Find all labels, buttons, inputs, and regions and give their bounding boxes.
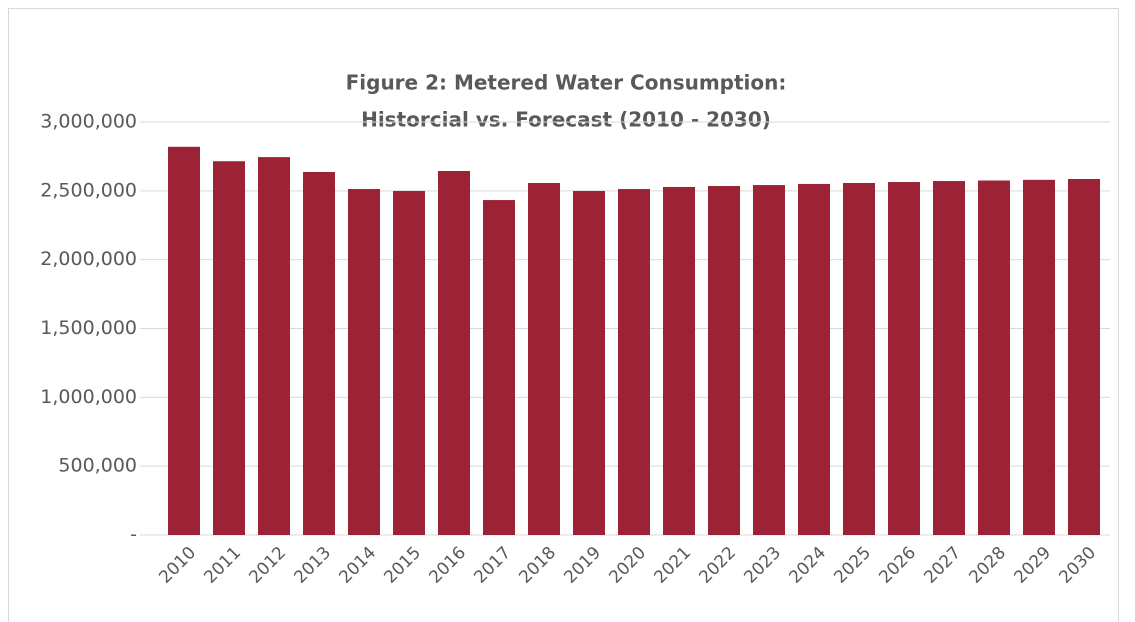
y-tick-label: 3,000,000 [40,111,137,133]
x-tick-label: 2023 [740,543,785,588]
bar [573,190,605,535]
bar [708,186,740,535]
bar [303,171,335,535]
bar [978,180,1010,535]
x-tick-label: 2024 [785,543,830,588]
bar [348,189,380,535]
bar [1068,178,1100,535]
x-tick-label: 2016 [425,543,470,588]
x-tick-label: 2013 [290,543,335,588]
x-tick-label: 2030 [1055,543,1100,588]
bar [213,161,245,536]
chart-title: Historcial vs. Forecast (2010 - 2030) [361,108,771,132]
x-tick-label: 2029 [1010,543,1055,588]
bar [798,183,830,535]
bar [663,186,695,535]
x-tick-label: 2019 [560,543,605,588]
y-tick-label: 1,500,000 [40,317,137,339]
x-tick-label: 2018 [515,543,560,588]
y-tick-label: 2,000,000 [40,248,137,270]
x-tick-label: 2027 [920,543,965,588]
chart-frame [8,8,1119,622]
bar [888,182,920,536]
bar [1023,179,1055,535]
x-tick-label: 2014 [335,543,380,588]
bar [483,200,515,535]
x-tick-label: 2017 [470,543,515,588]
y-tick-label: 1,000,000 [40,386,137,408]
y-tick-label: 2,500,000 [40,179,137,201]
bar [618,189,650,535]
bar [843,182,875,535]
x-tick-label: 2021 [650,543,695,588]
x-tick-label: 2012 [245,543,290,588]
chart-title: Figure 2: Metered Water Consumption: [346,71,787,95]
bar [933,181,965,535]
bar [258,157,290,536]
bar [528,182,560,535]
x-tick-label: 2028 [965,543,1010,588]
x-tick-label: 2015 [380,543,425,588]
x-tick-label: 2010 [155,543,200,588]
x-tick-label: 2026 [875,543,920,588]
y-tick-label: 500,000 [58,455,137,477]
x-tick-label: 2011 [200,543,245,588]
x-tick-label: 2025 [830,543,875,588]
x-tick-label: 2020 [605,543,650,588]
bar [393,190,425,535]
x-tick-label: 2022 [695,543,740,588]
y-tick-label: - [130,524,137,546]
bar [753,185,785,535]
bar [168,146,200,535]
bar [438,171,470,535]
